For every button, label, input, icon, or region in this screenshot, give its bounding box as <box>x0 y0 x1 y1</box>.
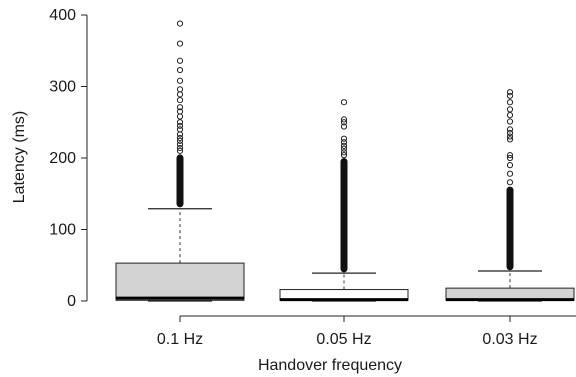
x-tick-label: 0.05 Hz <box>316 331 371 348</box>
box-3 <box>445 89 575 302</box>
x-axis-title: Handover frequency <box>258 357 402 374</box>
outlier-point <box>340 119 348 126</box>
outlier-point <box>506 99 514 106</box>
y-tick-label: 0 <box>67 293 76 310</box>
outlier-dense-band <box>176 154 184 208</box>
outlier-point <box>340 149 348 156</box>
x-tick-label: 0.1 Hz <box>157 331 203 348</box>
outlier-point <box>506 136 514 143</box>
outlier-point <box>340 142 348 149</box>
outlier-point <box>176 126 184 133</box>
outlier-point <box>176 40 184 47</box>
outlier-point <box>176 141 184 148</box>
outlier-point <box>176 144 184 152</box>
outlier-point <box>340 116 348 123</box>
outlier-point <box>176 96 184 104</box>
y-axis: 0 100 200 300 400 <box>49 7 88 310</box>
outlier-point <box>506 112 514 119</box>
outlier-point <box>340 123 348 130</box>
outlier-point <box>176 119 184 126</box>
outlier-point <box>506 89 514 96</box>
outlier-point <box>176 57 184 64</box>
y-tick-label: 400 <box>49 7 76 24</box>
y-tick-label: 100 <box>49 222 76 239</box>
outlier-point <box>506 162 514 169</box>
y-tick-label: 300 <box>49 79 76 96</box>
outlier-point <box>340 152 348 159</box>
x-axis: 0.1 Hz 0.05 Hz 0.03 Hz <box>157 315 576 348</box>
outlier-point <box>340 135 348 142</box>
outlier-point <box>506 118 514 125</box>
outlier-point <box>506 133 514 140</box>
y-axis-title: Latency (ms) <box>11 111 28 203</box>
outlier-dense-band <box>340 158 348 273</box>
box-2 <box>279 99 409 302</box>
outlier-point <box>506 154 514 162</box>
outlier-point <box>176 77 184 84</box>
outlier-point <box>506 170 514 177</box>
outlier-point <box>176 134 184 142</box>
outlier-point <box>176 113 184 120</box>
outlier-point <box>176 122 184 129</box>
outlier-point <box>176 66 184 74</box>
outlier-point <box>176 86 184 93</box>
outlier-point <box>506 179 514 186</box>
outlier-point <box>506 152 514 159</box>
boxes <box>115 20 575 302</box>
outlier-point <box>176 20 184 27</box>
outlier-point <box>176 137 184 144</box>
outlier-point <box>506 92 514 99</box>
outlier-point <box>176 104 184 111</box>
outlier-point <box>340 145 348 152</box>
outlier-point <box>506 129 514 137</box>
outlier-point <box>176 147 184 154</box>
outlier-point <box>176 91 184 98</box>
outlier-point <box>340 139 348 146</box>
outlier-point <box>506 106 514 113</box>
outlier-point <box>340 99 348 106</box>
outlier-dense-band <box>506 186 514 271</box>
box-1 <box>115 20 245 302</box>
y-tick-label: 200 <box>49 150 76 167</box>
x-tick-label: 0.03 Hz <box>482 331 537 348</box>
outlier-point <box>506 126 514 133</box>
outlier-point <box>176 131 184 138</box>
iqr-box <box>115 262 245 301</box>
